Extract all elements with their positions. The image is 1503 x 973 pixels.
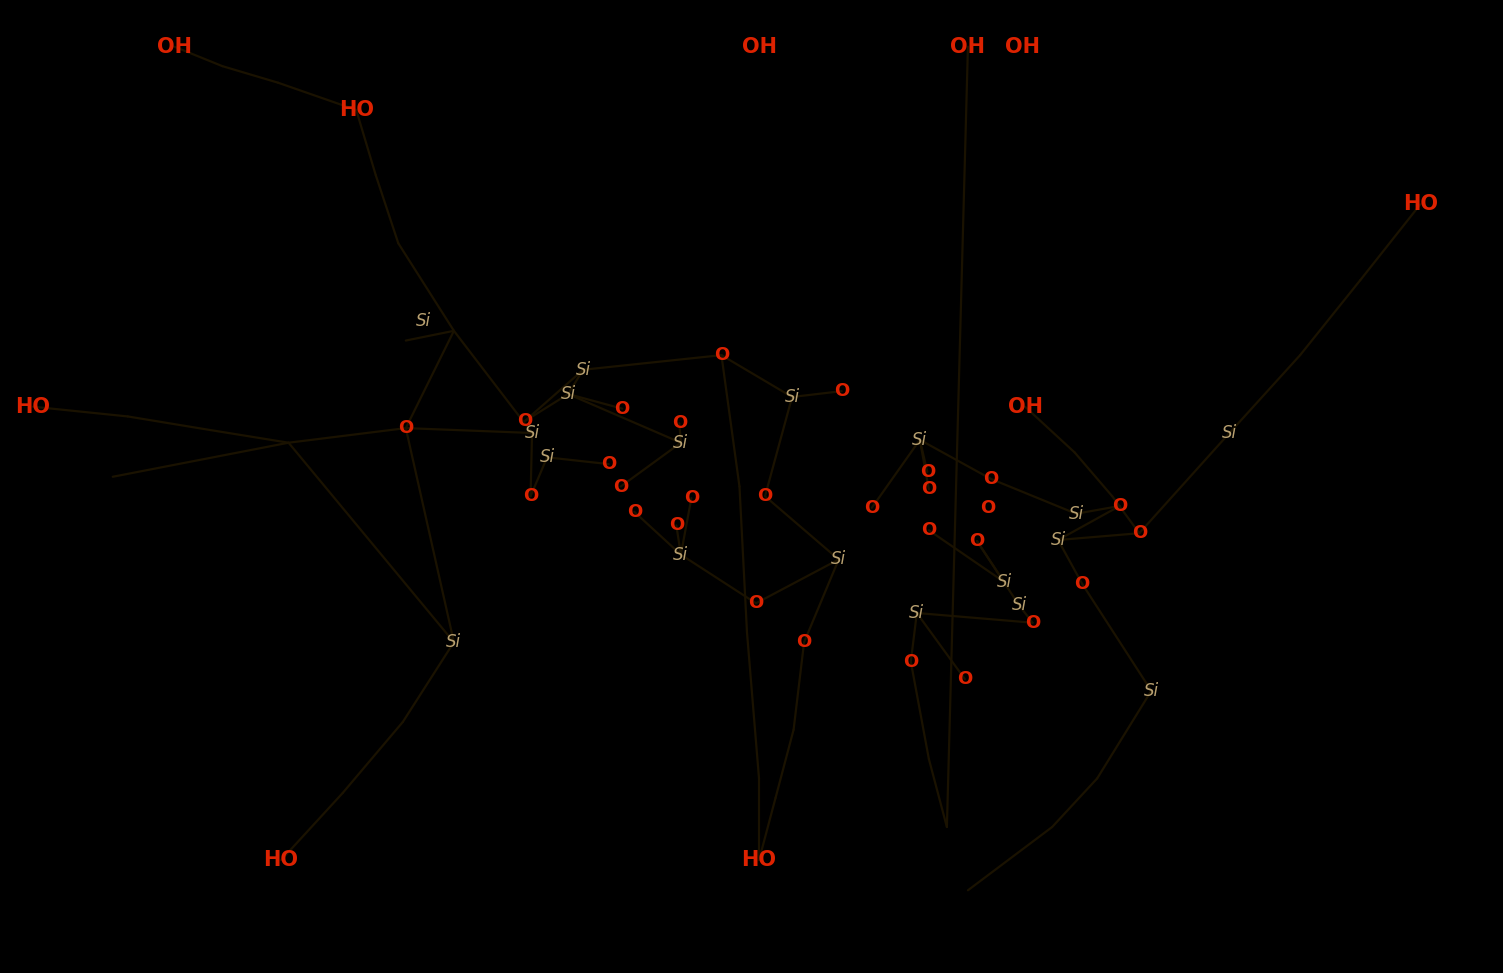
Text: OH: OH (950, 37, 986, 56)
Text: Si: Si (1051, 531, 1066, 549)
Text: Si: Si (416, 312, 431, 330)
Text: Si: Si (1222, 424, 1237, 442)
Text: Si: Si (831, 551, 846, 568)
Text: OH: OH (1007, 397, 1043, 416)
Text: O: O (523, 487, 538, 505)
Text: Si: Si (540, 449, 555, 466)
Text: O: O (684, 489, 699, 507)
Text: O: O (613, 478, 628, 495)
Text: HO: HO (338, 100, 374, 120)
Text: O: O (1132, 524, 1147, 542)
Text: Si: Si (525, 424, 540, 442)
Text: HO: HO (15, 397, 51, 416)
Text: O: O (957, 670, 972, 688)
Text: O: O (834, 382, 849, 400)
Text: O: O (1112, 497, 1127, 515)
Text: Si: Si (1144, 682, 1159, 700)
Text: O: O (920, 463, 935, 481)
Text: Si: Si (446, 633, 461, 651)
Text: OH: OH (156, 37, 192, 56)
Text: O: O (669, 517, 684, 534)
Text: Si: Si (785, 388, 800, 406)
Text: O: O (1075, 575, 1090, 593)
Text: O: O (1025, 614, 1040, 631)
Text: O: O (758, 487, 773, 505)
Text: O: O (980, 499, 995, 517)
Text: O: O (983, 470, 998, 487)
Text: O: O (714, 346, 729, 364)
Text: O: O (921, 481, 936, 498)
Text: O: O (969, 532, 984, 550)
Text: Si: Si (673, 546, 688, 563)
Text: O: O (398, 419, 413, 437)
Text: O: O (921, 522, 936, 539)
Text: OH: OH (741, 37, 777, 56)
Text: O: O (672, 414, 687, 432)
Text: HO: HO (1402, 195, 1438, 214)
Text: OH: OH (1004, 37, 1040, 56)
Text: Si: Si (912, 431, 927, 449)
Text: HO: HO (741, 850, 777, 870)
Text: Si: Si (561, 385, 576, 403)
Text: O: O (627, 503, 642, 521)
Text: Si: Si (576, 361, 591, 378)
Text: O: O (903, 653, 918, 670)
Text: HO: HO (263, 850, 299, 870)
Text: O: O (517, 413, 532, 430)
Text: O: O (864, 499, 879, 517)
Text: O: O (797, 633, 812, 651)
Text: Si: Si (673, 434, 688, 451)
Text: Si: Si (909, 604, 924, 622)
Text: O: O (748, 595, 764, 612)
Text: O: O (615, 400, 630, 417)
Text: Si: Si (1012, 596, 1027, 614)
Text: O: O (601, 455, 616, 473)
Text: Si: Si (1069, 505, 1084, 523)
Text: Si: Si (996, 573, 1012, 591)
